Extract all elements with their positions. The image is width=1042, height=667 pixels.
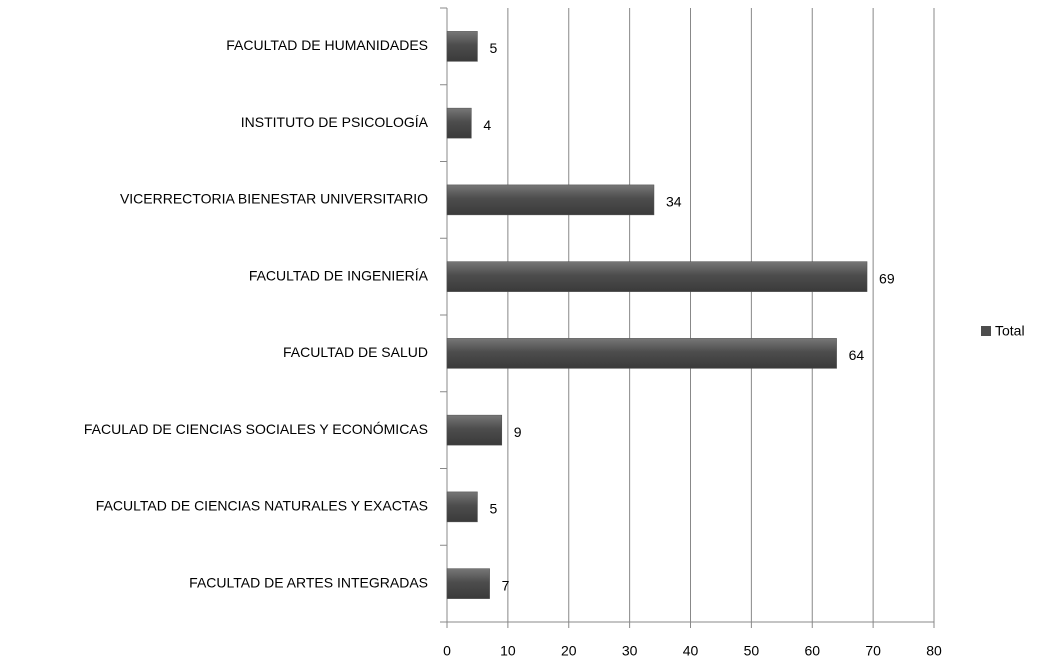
x-tick-label: 30: [622, 643, 638, 659]
data-label: 4: [483, 117, 491, 133]
x-tick-label: 80: [926, 643, 942, 659]
bar: [446, 31, 478, 62]
x-tick-label: 40: [683, 643, 699, 659]
data-label: 5: [489, 40, 497, 56]
bar: [446, 414, 503, 446]
data-label: 64: [849, 347, 865, 363]
bar: [446, 107, 472, 139]
data-label: 7: [502, 577, 510, 593]
x-tick-label: 10: [500, 643, 516, 659]
legend-label: Total: [995, 323, 1025, 339]
x-tick-label: 50: [744, 643, 760, 659]
y-tick-label: FACULTAD DE INGENIERÍA: [249, 267, 429, 283]
data-label: 34: [666, 194, 682, 210]
y-tick-label: FACULTAD DE CIENCIAS NATURALES Y EXACTAS: [96, 498, 428, 514]
y-tick-label: FACULTAD DE HUMANIDADES: [226, 37, 428, 53]
y-tick-label: FACULTAD DE ARTES INTEGRADAS: [189, 574, 428, 590]
x-tick-label: 0: [443, 643, 451, 659]
bar: [446, 338, 837, 369]
legend-swatch: [981, 326, 991, 336]
y-tick-label: INSTITUTO DE PSICOLOGÍA: [241, 114, 429, 130]
y-tick-label: VICERRECTORIA BIENESTAR UNIVERSITARIO: [120, 191, 428, 207]
x-tick-label: 20: [561, 643, 577, 659]
data-label: 5: [489, 501, 497, 517]
data-label: 9: [514, 424, 522, 440]
y-tick-label: FACULTAD DE SALUD: [283, 344, 428, 360]
data-label: 69: [879, 270, 895, 286]
bar: [446, 261, 868, 292]
bar: [446, 491, 478, 523]
y-tick-label: FACULAD DE CIENCIAS SOCIALES Y ECONÓMICA…: [84, 421, 428, 437]
bar: [446, 184, 655, 216]
x-tick-label: 70: [865, 643, 881, 659]
bar: [446, 568, 490, 599]
x-tick-label: 60: [804, 643, 820, 659]
